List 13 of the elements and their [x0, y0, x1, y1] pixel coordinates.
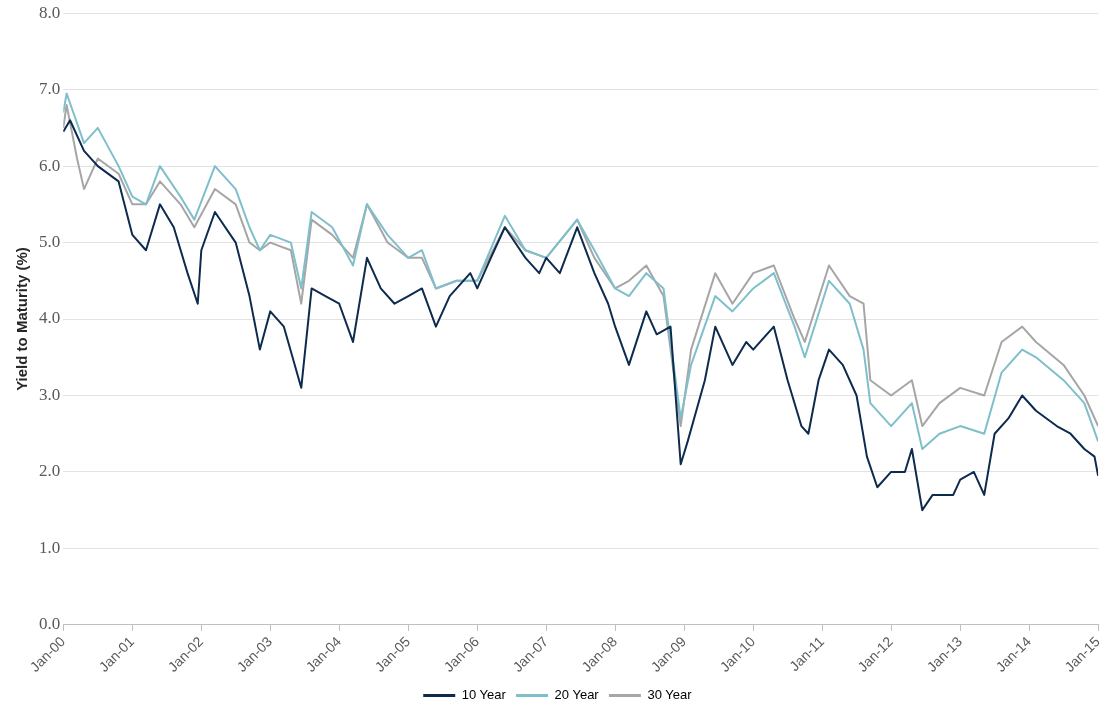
- y-tick-label: 8.0: [39, 2, 61, 22]
- legend-label: 10 Year: [461, 687, 507, 703]
- y-tick-label: 7.0: [39, 79, 61, 99]
- y-tick-label: 0.0: [39, 614, 61, 634]
- y-axis-title: Yield to Maturity (%): [13, 247, 31, 391]
- y-tick-label: 1.0: [39, 537, 61, 557]
- y-tick-label: 4.0: [39, 308, 61, 328]
- y-tick-label: 2.0: [39, 461, 61, 481]
- y-tick-label: 3.0: [39, 384, 61, 404]
- y-tick-label: 5.0: [39, 232, 61, 252]
- legend-label: 30 Year: [647, 687, 693, 703]
- legend-label: 20 Year: [554, 687, 600, 703]
- y-tick-label: 6.0: [39, 155, 61, 175]
